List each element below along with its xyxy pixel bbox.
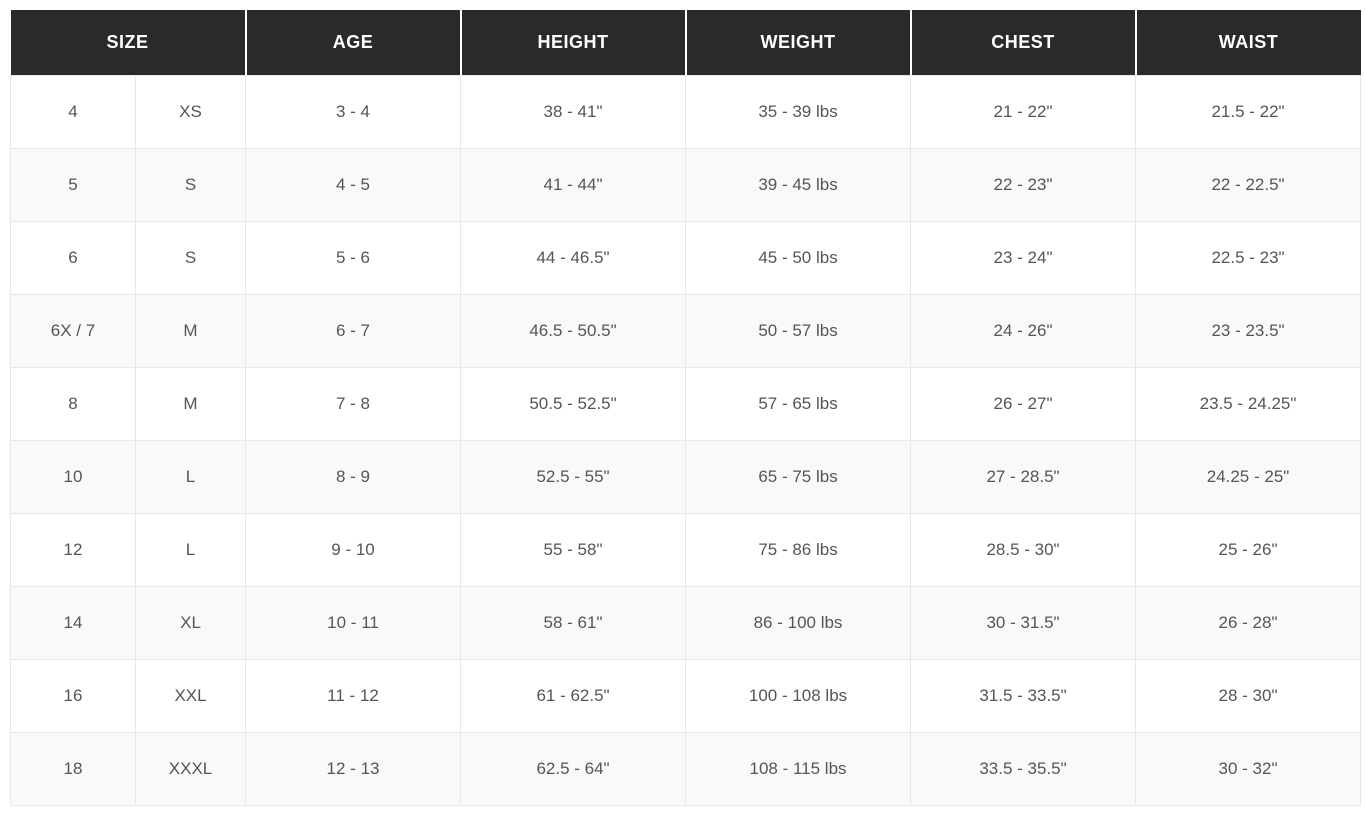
- cell-height: 58 - 61": [461, 587, 686, 660]
- cell-waist: 24.25 - 25": [1136, 441, 1361, 514]
- cell-size-label: M: [136, 295, 246, 368]
- cell-size-label: M: [136, 368, 246, 441]
- table-row: 18XXXL12 - 1362.5 - 64"108 - 115 lbs33.5…: [11, 733, 1361, 806]
- cell-waist: 23.5 - 24.25": [1136, 368, 1361, 441]
- cell-height: 44 - 46.5": [461, 222, 686, 295]
- cell-age: 9 - 10: [246, 514, 461, 587]
- cell-height: 50.5 - 52.5": [461, 368, 686, 441]
- cell-waist: 21.5 - 22": [1136, 76, 1361, 149]
- cell-weight: 39 - 45 lbs: [686, 149, 911, 222]
- cell-weight: 86 - 100 lbs: [686, 587, 911, 660]
- table-row: 12L9 - 1055 - 58"75 - 86 lbs28.5 - 30"25…: [11, 514, 1361, 587]
- cell-age: 7 - 8: [246, 368, 461, 441]
- cell-height: 55 - 58": [461, 514, 686, 587]
- cell-age: 12 - 13: [246, 733, 461, 806]
- cell-waist: 23 - 23.5": [1136, 295, 1361, 368]
- cell-height: 38 - 41": [461, 76, 686, 149]
- cell-weight: 35 - 39 lbs: [686, 76, 911, 149]
- cell-size-num: 14: [11, 587, 136, 660]
- cell-size-label: S: [136, 149, 246, 222]
- cell-height: 52.5 - 55": [461, 441, 686, 514]
- cell-weight: 57 - 65 lbs: [686, 368, 911, 441]
- cell-size-num: 8: [11, 368, 136, 441]
- cell-chest: 27 - 28.5": [911, 441, 1136, 514]
- cell-size-label: XXXL: [136, 733, 246, 806]
- cell-weight: 108 - 115 lbs: [686, 733, 911, 806]
- table-body: 4XS3 - 438 - 41"35 - 39 lbs21 - 22"21.5 …: [11, 76, 1361, 806]
- cell-size-num: 4: [11, 76, 136, 149]
- cell-height: 46.5 - 50.5": [461, 295, 686, 368]
- table-row: 8M7 - 850.5 - 52.5"57 - 65 lbs26 - 27"23…: [11, 368, 1361, 441]
- cell-chest: 22 - 23": [911, 149, 1136, 222]
- cell-age: 5 - 6: [246, 222, 461, 295]
- cell-size-label: XXL: [136, 660, 246, 733]
- cell-age: 8 - 9: [246, 441, 461, 514]
- header-weight: WEIGHT: [686, 10, 911, 76]
- cell-age: 6 - 7: [246, 295, 461, 368]
- cell-size-num: 12: [11, 514, 136, 587]
- cell-waist: 26 - 28": [1136, 587, 1361, 660]
- cell-chest: 26 - 27": [911, 368, 1136, 441]
- header-waist: WAIST: [1136, 10, 1361, 76]
- cell-chest: 30 - 31.5": [911, 587, 1136, 660]
- cell-size-label: L: [136, 514, 246, 587]
- cell-size-label: XS: [136, 76, 246, 149]
- cell-height: 41 - 44": [461, 149, 686, 222]
- table-row: 6S5 - 644 - 46.5"45 - 50 lbs23 - 24"22.5…: [11, 222, 1361, 295]
- header-size: SIZE: [11, 10, 246, 76]
- cell-chest: 24 - 26": [911, 295, 1136, 368]
- cell-weight: 45 - 50 lbs: [686, 222, 911, 295]
- cell-size-num: 18: [11, 733, 136, 806]
- cell-waist: 28 - 30": [1136, 660, 1361, 733]
- cell-chest: 33.5 - 35.5": [911, 733, 1136, 806]
- cell-weight: 65 - 75 lbs: [686, 441, 911, 514]
- cell-chest: 23 - 24": [911, 222, 1136, 295]
- cell-weight: 75 - 86 lbs: [686, 514, 911, 587]
- table-header: SIZE AGE HEIGHT WEIGHT CHEST WAIST: [11, 10, 1361, 76]
- cell-size-num: 6: [11, 222, 136, 295]
- cell-age: 11 - 12: [246, 660, 461, 733]
- cell-chest: 31.5 - 33.5": [911, 660, 1136, 733]
- cell-size-label: XL: [136, 587, 246, 660]
- cell-height: 62.5 - 64": [461, 733, 686, 806]
- cell-waist: 30 - 32": [1136, 733, 1361, 806]
- table-row: 5S4 - 541 - 44"39 - 45 lbs22 - 23"22 - 2…: [11, 149, 1361, 222]
- cell-weight: 50 - 57 lbs: [686, 295, 911, 368]
- cell-age: 4 - 5: [246, 149, 461, 222]
- cell-size-num: 10: [11, 441, 136, 514]
- table-row: 4XS3 - 438 - 41"35 - 39 lbs21 - 22"21.5 …: [11, 76, 1361, 149]
- cell-height: 61 - 62.5": [461, 660, 686, 733]
- cell-size-num: 16: [11, 660, 136, 733]
- cell-age: 10 - 11: [246, 587, 461, 660]
- table-row: 16XXL11 - 1261 - 62.5"100 - 108 lbs31.5 …: [11, 660, 1361, 733]
- header-height: HEIGHT: [461, 10, 686, 76]
- cell-waist: 22 - 22.5": [1136, 149, 1361, 222]
- table-row: 14XL10 - 1158 - 61"86 - 100 lbs30 - 31.5…: [11, 587, 1361, 660]
- cell-weight: 100 - 108 lbs: [686, 660, 911, 733]
- cell-waist: 25 - 26": [1136, 514, 1361, 587]
- cell-size-label: S: [136, 222, 246, 295]
- table-row: 10L8 - 952.5 - 55"65 - 75 lbs27 - 28.5"2…: [11, 441, 1361, 514]
- header-chest: CHEST: [911, 10, 1136, 76]
- cell-chest: 28.5 - 30": [911, 514, 1136, 587]
- size-chart-table: SIZE AGE HEIGHT WEIGHT CHEST WAIST 4XS3 …: [10, 10, 1361, 806]
- cell-age: 3 - 4: [246, 76, 461, 149]
- cell-waist: 22.5 - 23": [1136, 222, 1361, 295]
- cell-chest: 21 - 22": [911, 76, 1136, 149]
- cell-size-num: 5: [11, 149, 136, 222]
- cell-size-num: 6X / 7: [11, 295, 136, 368]
- cell-size-label: L: [136, 441, 246, 514]
- table-row: 6X / 7M6 - 746.5 - 50.5"50 - 57 lbs24 - …: [11, 295, 1361, 368]
- header-age: AGE: [246, 10, 461, 76]
